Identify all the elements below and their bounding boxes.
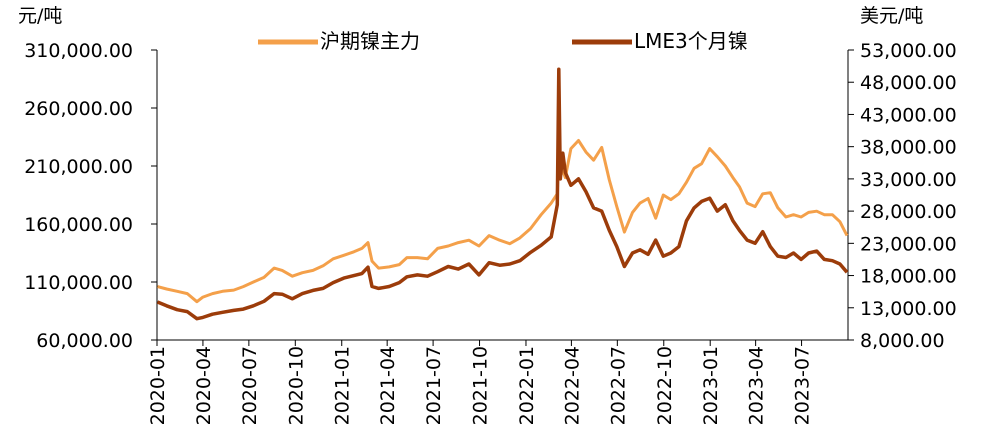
x-tick-label: 2023-04 [746, 346, 768, 425]
x-tick-label: 2021-10 [470, 346, 492, 425]
right-tick-label: 33,000.00 [860, 169, 957, 191]
x-tick-label: 2022-01 [516, 346, 538, 425]
right-tick-label: 53,000.00 [860, 40, 957, 62]
x-tick-label: 2020-07 [239, 346, 261, 425]
right-unit-label: 美元/吨 [860, 5, 923, 27]
series-line-shfe-nickel [157, 139, 849, 304]
left-tick-label: 310,000.00 [24, 40, 133, 62]
left-y-axis: 60,000.00 110,000.00 160,000.00 210,000.00 2… [24, 40, 158, 352]
right-tick-label: 38,000.00 [860, 137, 957, 159]
x-tick-label: 2023-07 [792, 346, 814, 425]
x-tick-label: 2023-01 [700, 346, 722, 425]
x-tick-label: 2021-07 [423, 346, 445, 425]
left-tick-label: 210,000.00 [24, 156, 133, 178]
x-tick-label: 2022-07 [607, 346, 629, 425]
right-tick-label: 18,000.00 [860, 266, 957, 288]
series-layer [156, 67, 849, 321]
x-tick-label: 2022-10 [654, 346, 676, 425]
left-tick-label: 260,000.00 [24, 98, 133, 120]
right-tick-label: 13,000.00 [860, 298, 957, 320]
right-tick-label: 28,000.00 [860, 201, 957, 223]
right-tick-label: 8,000.00 [860, 330, 945, 352]
x-tick-label: 2022-04 [561, 346, 583, 425]
legend-label-shfe-nickel: 沪期镍主力 [320, 29, 420, 53]
x-tick-label: 2021-01 [332, 346, 354, 425]
left-tick-label: 60,000.00 [36, 330, 133, 352]
legend-label-lme-nickel: LME3个月镍 [634, 29, 748, 53]
left-tick-label: 110,000.00 [24, 272, 133, 294]
left-tick-label: 160,000.00 [24, 214, 133, 236]
x-tick-label: 2020-10 [285, 346, 307, 425]
legend: 沪期镍主力 LME3个月镍 [258, 29, 748, 53]
right-tick-label: 23,000.00 [860, 233, 957, 255]
right-y-axis: 8,000.00 13,000.00 18,000.00 23,000.00 28,00… [847, 40, 957, 352]
x-tick-label: 2020-01 [147, 346, 169, 425]
left-unit-label: 元/吨 [18, 5, 62, 27]
x-axis: 2020-01 2020-04 2020-07 2020-10 2021-01 2021-… [147, 339, 848, 425]
x-tick-label: 2020-04 [193, 346, 215, 425]
x-tick-label: 2021-04 [377, 346, 399, 425]
right-tick-label: 43,000.00 [860, 104, 957, 126]
right-tick-label: 48,000.00 [860, 72, 957, 94]
series-line-lme-nickel [156, 67, 849, 321]
